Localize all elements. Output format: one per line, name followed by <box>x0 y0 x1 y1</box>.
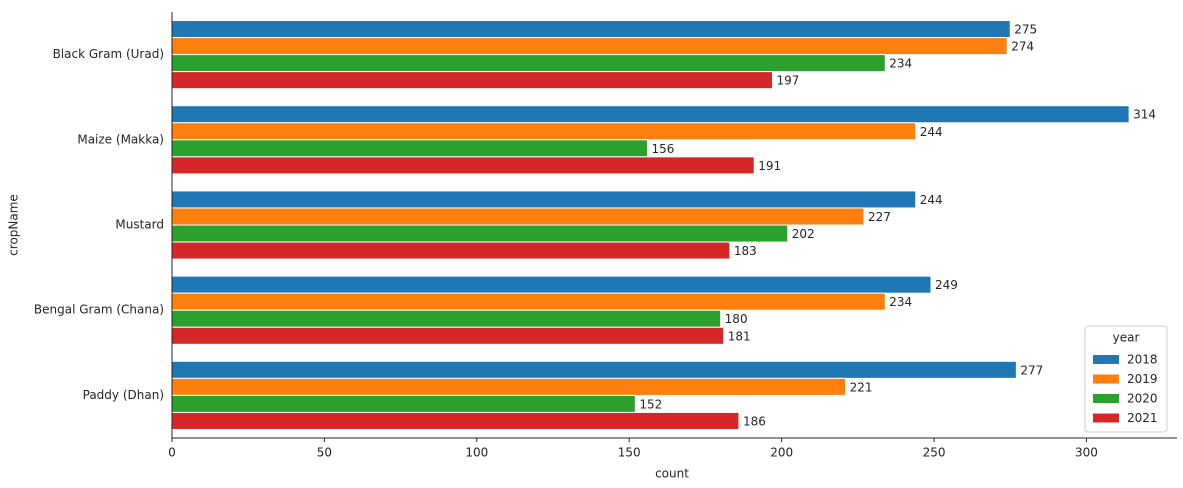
value-label: 249 <box>935 278 958 292</box>
value-label: 244 <box>920 125 943 139</box>
value-label: 275 <box>1014 23 1037 37</box>
value-label: 183 <box>734 244 757 258</box>
legend-swatch <box>1093 413 1119 423</box>
bar <box>171 241 731 260</box>
value-label: 181 <box>728 329 751 343</box>
value-label: 244 <box>920 193 943 207</box>
legend-label: 2018 <box>1127 353 1158 367</box>
legend-swatch <box>1093 374 1119 384</box>
legend-label: 2021 <box>1127 411 1158 425</box>
bar <box>171 394 636 413</box>
legend-swatch <box>1093 355 1119 364</box>
x-tick-label: 50 <box>317 446 332 460</box>
bar <box>171 105 1130 124</box>
y-tick-label: Maize (Makka) <box>77 132 164 146</box>
y-tick-label: Paddy (Dhan) <box>83 388 164 402</box>
bar <box>171 156 755 175</box>
bar <box>171 224 789 243</box>
value-label: 202 <box>792 227 815 241</box>
value-label: 197 <box>777 74 800 88</box>
legend-label: 2020 <box>1127 392 1158 406</box>
value-label: 186 <box>743 414 766 428</box>
bar <box>171 139 649 158</box>
bar <box>171 360 1017 379</box>
y-tick-label: Mustard <box>115 218 164 232</box>
legend-box <box>1084 325 1168 433</box>
bar <box>171 71 774 90</box>
bar <box>171 411 740 430</box>
y-axis-label: cropName <box>7 194 21 256</box>
bar <box>171 326 725 345</box>
x-tick-label: 100 <box>465 446 488 460</box>
value-label: 277 <box>1020 363 1043 377</box>
y-tick-label: Black Gram (Urad) <box>53 47 164 61</box>
bar <box>171 275 932 294</box>
value-label: 180 <box>725 312 748 326</box>
bar <box>171 207 865 226</box>
value-label: 156 <box>652 142 675 156</box>
value-label: 191 <box>758 159 781 173</box>
x-tick-label: 0 <box>168 446 176 460</box>
bar <box>171 292 886 311</box>
x-tick-label: 250 <box>923 446 946 460</box>
value-label: 221 <box>850 380 873 394</box>
value-label: 234 <box>889 57 912 71</box>
x-tick-label: 150 <box>618 446 641 460</box>
value-label: 152 <box>639 397 662 411</box>
y-tick-label: Bengal Gram (Chana) <box>34 303 164 317</box>
bar <box>171 37 1008 56</box>
value-label: 234 <box>889 295 912 309</box>
value-label: 274 <box>1011 40 1034 54</box>
x-axis-label: count <box>655 467 689 481</box>
legend-title: year <box>1113 331 1140 345</box>
bar <box>171 309 722 328</box>
legend-swatch <box>1093 394 1119 403</box>
bar <box>171 122 917 141</box>
bar <box>171 54 886 73</box>
bar <box>171 20 1011 39</box>
value-label: 314 <box>1133 108 1156 122</box>
value-label: 227 <box>868 210 891 224</box>
x-tick-label: 200 <box>770 446 793 460</box>
bar <box>171 377 847 396</box>
legend-label: 2019 <box>1127 372 1158 386</box>
bar <box>171 190 917 209</box>
x-tick-label: 300 <box>1075 446 1098 460</box>
